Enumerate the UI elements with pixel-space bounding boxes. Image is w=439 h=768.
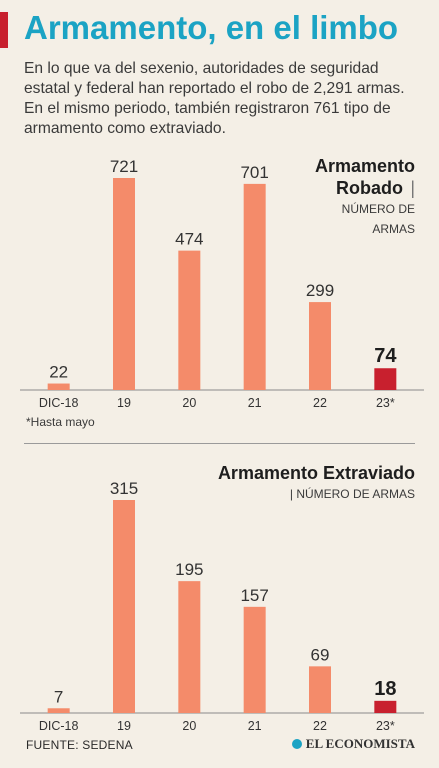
chart-robado-svg: 22 DIC-18 721 19 474 20 701 21 299 22 74 23* xyxy=(20,157,424,410)
robado-category-label-4: 22 xyxy=(313,396,327,410)
robado-category-label-0: DIC-18 xyxy=(39,396,79,410)
robado-category-label-5: 23* xyxy=(376,396,395,410)
extraviado-value-label-4: 69 xyxy=(311,645,330,664)
robado-bar-3 xyxy=(243,183,266,390)
chart-robado-unit-2: ARMAS xyxy=(372,222,415,236)
robado-value-label-2: 474 xyxy=(175,230,203,249)
section-divider xyxy=(24,443,415,444)
robado-value-label-0: 22 xyxy=(49,363,68,382)
extraviado-category-label-5: 23* xyxy=(376,719,395,733)
extraviado-bar-2 xyxy=(178,581,201,713)
extraviado-bar-5 xyxy=(374,700,397,713)
robado-category-label-2: 20 xyxy=(182,396,196,410)
extraviado-value-label-2: 195 xyxy=(175,560,203,579)
robado-bar-1 xyxy=(113,178,135,390)
robado-bar-2 xyxy=(178,250,201,390)
chart-extraviado-unit: | NÚMERO DE ARMAS xyxy=(289,487,415,501)
robado-bar-5 xyxy=(374,368,397,390)
extraviado-category-label-1: 19 xyxy=(117,719,131,733)
robado-value-label-1: 721 xyxy=(110,157,138,176)
robado-category-label-3: 21 xyxy=(248,396,262,410)
chart-armamento-extraviado: 7 DIC-18 315 19 195 20 157 21 69 22 18 23* xyxy=(0,455,439,735)
extraviado-category-label-0: DIC-18 xyxy=(39,719,79,733)
extraviado-bar-0 xyxy=(47,708,70,713)
extraviado-category-label-2: 20 xyxy=(182,719,196,733)
header-accent-bar xyxy=(0,12,8,48)
chart-extraviado-unit-text: NÚMERO DE ARMAS xyxy=(296,487,415,501)
extraviado-bar-3 xyxy=(243,606,266,713)
chart-extraviado-svg: 7 DIC-18 315 19 195 20 157 21 69 22 18 23* xyxy=(20,479,424,733)
robado-category-label-1: 19 xyxy=(117,396,131,410)
brand-name: EL ECONOMISTA xyxy=(305,736,415,751)
chart-robado-title-1: Armamento xyxy=(314,156,415,176)
page-title: Armamento, en el limbo xyxy=(24,9,399,46)
brand-icon xyxy=(291,739,302,749)
source-note: FUENTE: SEDENA xyxy=(26,738,133,752)
robado-bar-0 xyxy=(47,383,70,390)
robado-value-label-4: 299 xyxy=(306,281,334,300)
extraviado-value-label-0: 7 xyxy=(54,687,63,706)
robado-value-label-5: 74 xyxy=(374,345,397,367)
chart-robado-unit-1: NÚMERO DE xyxy=(341,202,415,216)
brand-logo: EL ECONOMISTA xyxy=(291,736,415,752)
robado-bar-4 xyxy=(309,302,331,390)
chart-robado-title-2: Robado xyxy=(336,178,403,198)
footnote: *Hasta mayo xyxy=(26,415,95,429)
extraviado-bar-4 xyxy=(309,666,331,713)
robado-value-label-3: 701 xyxy=(240,163,268,182)
extraviado-value-label-5: 18 xyxy=(374,678,396,700)
chart-armamento-robado: 22 DIC-18 721 19 474 20 701 21 299 22 74 23* xyxy=(0,150,439,420)
extraviado-value-label-1: 315 xyxy=(110,479,138,498)
extraviado-category-label-3: 21 xyxy=(248,719,262,733)
page-subtitle: En lo que va del sexenio, autoridades de… xyxy=(24,60,405,137)
extraviado-value-label-3: 157 xyxy=(240,586,268,605)
extraviado-category-label-4: 22 xyxy=(313,719,327,733)
extraviado-bar-1 xyxy=(113,500,135,713)
chart-extraviado-title: Armamento Extraviado xyxy=(217,463,415,483)
chart-robado-separator: | xyxy=(410,178,415,198)
